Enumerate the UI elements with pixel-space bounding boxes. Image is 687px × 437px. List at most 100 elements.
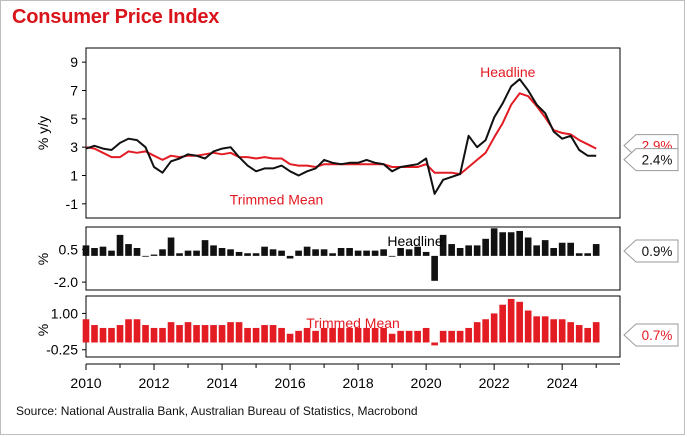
chart-title: Consumer Price Index (12, 6, 220, 28)
bar (125, 244, 132, 256)
bar (210, 245, 217, 256)
y-tick-label: -0.25 (46, 342, 78, 358)
bar (516, 301, 523, 343)
bar (397, 248, 404, 256)
bar (363, 327, 370, 343)
bar (210, 325, 217, 343)
headline-line (85, 78, 597, 195)
bar (439, 330, 447, 343)
bar (303, 246, 311, 256)
x-axis: 2010 2012 2014 2016 2018 2020 2022 2024 (70, 363, 620, 391)
bar (235, 251, 243, 256)
bar (584, 253, 591, 256)
bar (575, 325, 583, 343)
bar (448, 330, 455, 343)
bar (541, 240, 549, 256)
bar (150, 327, 158, 343)
bar (227, 249, 234, 256)
bar (82, 245, 90, 256)
bar (490, 313, 498, 343)
bar (312, 330, 319, 343)
bar (499, 304, 506, 343)
end-label-trimmed-mean-quarterly-box (623, 323, 679, 347)
bar (252, 253, 260, 256)
bar (499, 232, 506, 256)
bar (150, 254, 158, 256)
bar (159, 327, 166, 343)
headline-annotation: Headline (480, 64, 535, 80)
end-label-headline-quarterly-box (623, 239, 679, 263)
bar (354, 250, 362, 256)
bar (414, 330, 421, 343)
bar (278, 250, 285, 256)
bar (176, 325, 183, 343)
bar (575, 253, 583, 256)
bar (99, 246, 107, 256)
bar (380, 327, 387, 343)
bar (82, 319, 90, 343)
x-tick-label: 2014 (206, 375, 237, 391)
bar (108, 327, 115, 343)
bar (592, 244, 600, 256)
bar (329, 253, 336, 256)
bar (550, 248, 557, 256)
end-label-headline-box (623, 148, 679, 172)
bar (490, 228, 498, 256)
bar (405, 330, 413, 343)
bar (422, 327, 430, 343)
x-tick-label: 2022 (479, 375, 510, 391)
bar (193, 325, 200, 343)
bar (388, 333, 396, 343)
bar (448, 244, 455, 256)
bar (465, 245, 472, 256)
bar (125, 319, 132, 343)
x-tick-label: 2016 (274, 375, 305, 391)
bar (456, 248, 464, 256)
bar (244, 253, 251, 256)
source-note: Source: National Australia Bank, Austral… (16, 404, 418, 418)
bar (422, 251, 430, 256)
bar (116, 234, 124, 256)
bar (269, 249, 277, 256)
y-tick-label: -2.0 (54, 274, 78, 290)
bar (371, 327, 379, 343)
bar (133, 319, 141, 343)
bar (567, 242, 574, 256)
bar (567, 322, 574, 343)
bar (295, 330, 302, 343)
bar (184, 322, 192, 343)
bar (261, 325, 268, 343)
x-tick-label: 2012 (138, 375, 169, 391)
y-tick-label: 5 (70, 111, 78, 127)
bar (465, 327, 472, 343)
bar (354, 327, 362, 343)
bar (482, 319, 489, 343)
bar (201, 325, 209, 343)
bar (524, 310, 532, 343)
bar (584, 327, 591, 343)
bar (303, 327, 311, 343)
bar (261, 246, 268, 256)
bar (167, 322, 175, 343)
end-label-headline-quarterly: 0.9% (642, 244, 673, 259)
end-label-headline: 2.4% (642, 153, 673, 168)
bar (533, 245, 540, 256)
bar (533, 316, 540, 343)
bar (269, 325, 277, 343)
bar (414, 246, 421, 256)
bar (337, 248, 345, 256)
bar (176, 253, 183, 256)
y-axis-label: % (35, 253, 51, 265)
bar (193, 250, 200, 256)
bar (142, 325, 149, 343)
x-tick-label: 2018 (343, 375, 374, 391)
bar (218, 248, 226, 256)
bar (363, 250, 370, 256)
bar (312, 249, 319, 256)
trimmed-mean-line (85, 92, 597, 176)
bar (550, 319, 557, 343)
bar (278, 327, 285, 343)
y-tick-label: 3 (70, 139, 78, 155)
